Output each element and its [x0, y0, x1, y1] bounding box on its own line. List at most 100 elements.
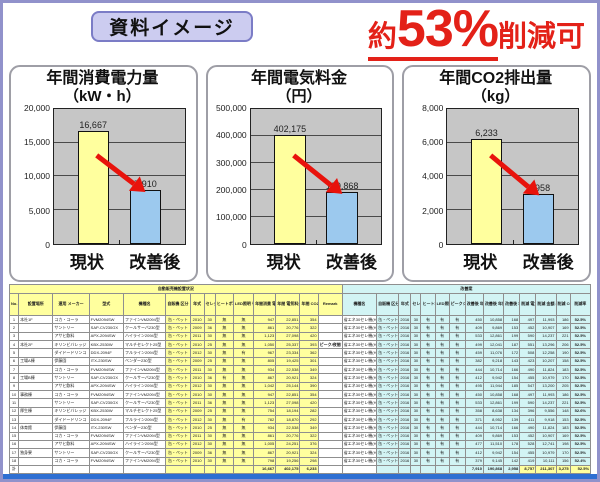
table-cell: 缶・ペット — [165, 448, 191, 458]
table-cell: 142 — [503, 456, 521, 467]
table-cell: 205 — [555, 381, 571, 391]
table-cell: 有 — [420, 414, 436, 425]
table-cell: 無 — [214, 406, 234, 416]
table-cell: 2010 — [189, 314, 205, 325]
table-cell: 省エネ30セレ機(HP) — [341, 398, 378, 408]
table-cell: 183 — [555, 423, 571, 433]
table-cell: 590 — [519, 331, 537, 342]
table-cell: 有 — [434, 381, 450, 391]
table-cell — [317, 439, 343, 450]
table-cell: 無 — [214, 323, 234, 333]
table-cell: ベンダー230型 — [122, 356, 167, 366]
y-tick-label: 10,000 — [24, 171, 50, 182]
table-cell: 396 — [519, 406, 537, 416]
chart-body: 0 5,000 10,000 15,000 20,000 16,667 7,910 — [16, 103, 189, 250]
table-cell: 30 — [203, 456, 216, 467]
table-cell: 10,858 — [482, 314, 505, 325]
table-cell: 缶・ペット — [165, 456, 191, 467]
column-header: 改善後 年間CO2 排出量 (kg) — [503, 293, 521, 316]
table-row: 2 サントリー SAP-CV230GX クールサーバ230型 缶・ペット 2009 36 無無… — [8, 323, 592, 333]
table-cell: 無 — [232, 381, 255, 391]
column-header: 年式 — [398, 293, 412, 316]
table-cell: 30 — [203, 314, 216, 325]
total-cell: 16,667 — [253, 465, 277, 474]
table-cell: 9,942 — [482, 448, 505, 458]
table-cell: 393 — [299, 339, 319, 350]
table-cell — [317, 314, 343, 325]
table-cell: 30 — [410, 431, 422, 441]
table-cell: 有 — [448, 339, 466, 350]
table-row: 11 サントリー SAP-CV230GX クールサーバ230型 缶・ペット 2011 36 無… — [8, 398, 592, 408]
table-cell: 2009 — [189, 323, 205, 333]
column-header: 運用 メーカー — [52, 293, 90, 316]
table-cell: 25,337 — [275, 339, 301, 350]
table-cell — [317, 406, 343, 416]
table-cell: 490 — [519, 364, 537, 375]
gridline — [54, 209, 185, 211]
table-cell: 缶・ペット — [376, 364, 400, 375]
table-cell: 12,741 — [535, 439, 557, 450]
table-cell: SAP-CV230GX — [88, 398, 124, 408]
table-cell: 工場B棟 — [18, 373, 54, 383]
table-cell: 52.5% — [569, 364, 592, 375]
row-number-cell: 18 — [8, 456, 20, 467]
y-tick-label: 5,000 — [28, 205, 50, 216]
table-cell: 本社1F — [18, 314, 54, 325]
chart-unit-text: （円） — [276, 88, 322, 106]
table-cell: 有 — [448, 406, 466, 416]
table-cell: 186 — [555, 389, 571, 400]
table-cell: 8,952 — [482, 414, 505, 425]
table-cell: 省エネ30セレ機(HP) — [341, 348, 378, 358]
table-cell: 有 — [448, 356, 466, 366]
total-cell: 402,175 — [275, 465, 301, 474]
table-cell: 省エネ30セレ機(HP) — [341, 381, 378, 391]
column-header: ヒートポンプ 有/無 — [214, 293, 234, 316]
table-cell: 無 — [214, 314, 234, 325]
column-header: 削減率 — [569, 293, 592, 316]
table-cell: 36 — [203, 373, 216, 383]
table-cell: 52.5% — [569, 373, 592, 383]
total-cell: 7,910 — [464, 465, 484, 474]
table-cell: 153 — [503, 431, 521, 441]
y-tick-label: 400,000 — [215, 130, 247, 141]
total-cell: 3,275 — [555, 465, 571, 474]
table-cell: 無 — [232, 373, 255, 383]
table-cell: 9,869 — [482, 323, 505, 333]
table-cell: 154 — [503, 373, 521, 383]
table-row: 12 厚生棟 キリンビバレッジ KBX-2530W マルチセレクト25型 缶・ペット 200… — [8, 406, 592, 416]
spreadsheet: 自動販売機設置状況 改善案 No. 設置場所 運用 メーカー 型式 機種名 自販機 区分 年式セ… — [8, 284, 592, 474]
table-row: 13 ダイドードリンコ DDX-2094F フルライン2094型 缶・ペット 2012 30… — [8, 414, 592, 425]
table-cell: 495 — [464, 381, 484, 391]
table-cell: 477 — [464, 439, 484, 450]
table-cell: 無 — [214, 431, 234, 441]
table-cell: 有 — [448, 439, 466, 450]
table-cell: 52.5% — [569, 339, 592, 350]
table-cell: 14,237 — [535, 331, 557, 342]
table-cell: 30 — [410, 356, 422, 366]
table-cell: 省エネ30セレ機(HP) — [341, 314, 378, 325]
gridline — [250, 134, 382, 136]
row-number-cell: 12 — [8, 406, 20, 416]
table-cell: 358 — [464, 406, 484, 416]
row-number-cell: 15 — [8, 431, 20, 441]
table-cell: 缶・ペット — [376, 381, 400, 391]
table-cell: 158 — [555, 356, 571, 366]
column-header: セレク ション — [410, 293, 422, 316]
table-cell: 22,538 — [275, 364, 301, 375]
table-cell: 153 — [503, 323, 521, 333]
gridline — [447, 175, 579, 177]
table-cell: 12,861 — [482, 398, 505, 408]
table-cell: 934 — [253, 364, 277, 375]
table-cell: 30 — [203, 414, 216, 425]
table-cell: 省エネ30セレ機(HP) — [341, 389, 378, 400]
table-cell: 事務棟 — [18, 389, 54, 400]
table-cell: 缶・ペット — [376, 339, 400, 350]
table-cell: 379 — [464, 456, 484, 467]
table-cell — [317, 364, 343, 375]
total-cell — [410, 465, 422, 474]
column-header: 年式 — [189, 293, 205, 316]
total-cell — [18, 465, 54, 474]
table-cell: 缶・ペット — [376, 331, 400, 342]
table-cell: 2016 — [398, 456, 412, 467]
table-cell: 省エネ30セレ機(HP) — [341, 448, 378, 458]
